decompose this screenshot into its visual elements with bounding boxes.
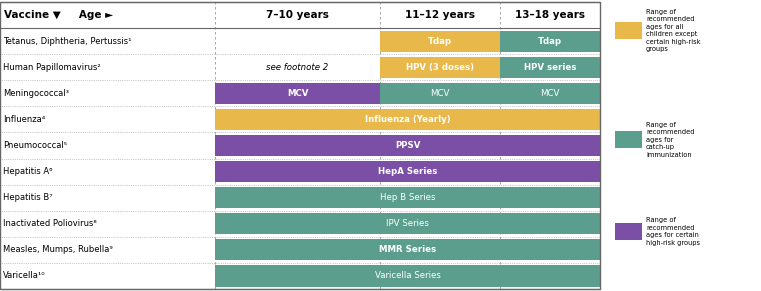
Text: 13–18 years: 13–18 years xyxy=(515,10,585,20)
Bar xyxy=(215,109,600,130)
Text: Hepatitis A⁶: Hepatitis A⁶ xyxy=(3,167,53,176)
Bar xyxy=(615,223,642,240)
Text: Pneumococcal⁵: Pneumococcal⁵ xyxy=(3,141,67,150)
Text: see footnote 2: see footnote 2 xyxy=(266,63,329,72)
Bar xyxy=(500,83,600,104)
Text: Hep B Series: Hep B Series xyxy=(380,193,435,202)
Text: HPV series: HPV series xyxy=(524,63,576,72)
Bar xyxy=(215,265,600,287)
Text: Inactivated Poliovirus⁸: Inactivated Poliovirus⁸ xyxy=(3,219,97,228)
Bar xyxy=(215,161,600,182)
Text: Hepatitis B⁷: Hepatitis B⁷ xyxy=(3,193,53,202)
Bar xyxy=(380,83,500,104)
Text: MCV: MCV xyxy=(287,89,308,98)
Text: Meningococcal³: Meningococcal³ xyxy=(3,89,69,98)
Text: Varicella Series: Varicella Series xyxy=(374,272,441,281)
Bar xyxy=(215,239,600,260)
Text: Vaccine ▼     Age ►: Vaccine ▼ Age ► xyxy=(4,10,113,20)
Bar xyxy=(615,131,642,148)
Bar xyxy=(215,135,600,156)
Text: IPV Series: IPV Series xyxy=(386,219,429,228)
Bar xyxy=(0,2,600,28)
Bar xyxy=(215,187,600,208)
Bar xyxy=(615,22,642,39)
Text: Varicella¹⁰: Varicella¹⁰ xyxy=(3,272,46,281)
Text: PPSV: PPSV xyxy=(395,141,420,150)
Text: Range of
recommended
ages for all
children except
certain high-risk
groups: Range of recommended ages for all childr… xyxy=(646,9,700,52)
Text: Tetanus, Diphtheria, Pertussis¹: Tetanus, Diphtheria, Pertussis¹ xyxy=(3,37,132,46)
Text: 7–10 years: 7–10 years xyxy=(266,10,329,20)
Text: HepA Series: HepA Series xyxy=(377,167,437,176)
Text: MMR Series: MMR Series xyxy=(379,245,436,254)
Text: Tdap: Tdap xyxy=(428,37,452,46)
Text: Range of
recommended
ages for certain
high-risk groups: Range of recommended ages for certain hi… xyxy=(646,217,700,246)
Text: Range of
recommended
ages for
catch-up
immunization: Range of recommended ages for catch-up i… xyxy=(646,122,695,158)
Bar xyxy=(215,83,380,104)
Text: HPV (3 doses): HPV (3 doses) xyxy=(406,63,474,72)
Bar xyxy=(380,57,500,78)
Bar xyxy=(0,2,600,289)
Bar xyxy=(380,31,500,52)
Text: MCV: MCV xyxy=(540,89,559,98)
Text: Influenza (Yearly): Influenza (Yearly) xyxy=(365,115,451,124)
Bar xyxy=(500,31,600,52)
Text: 11–12 years: 11–12 years xyxy=(405,10,475,20)
Text: Human Papillomavirus²: Human Papillomavirus² xyxy=(3,63,100,72)
Text: Tdap: Tdap xyxy=(538,37,562,46)
Text: Measles, Mumps, Rubella⁹: Measles, Mumps, Rubella⁹ xyxy=(3,245,113,254)
Text: Influenza⁴: Influenza⁴ xyxy=(3,115,45,124)
Bar xyxy=(215,213,600,234)
Bar xyxy=(500,57,600,78)
Text: MCV: MCV xyxy=(430,89,450,98)
